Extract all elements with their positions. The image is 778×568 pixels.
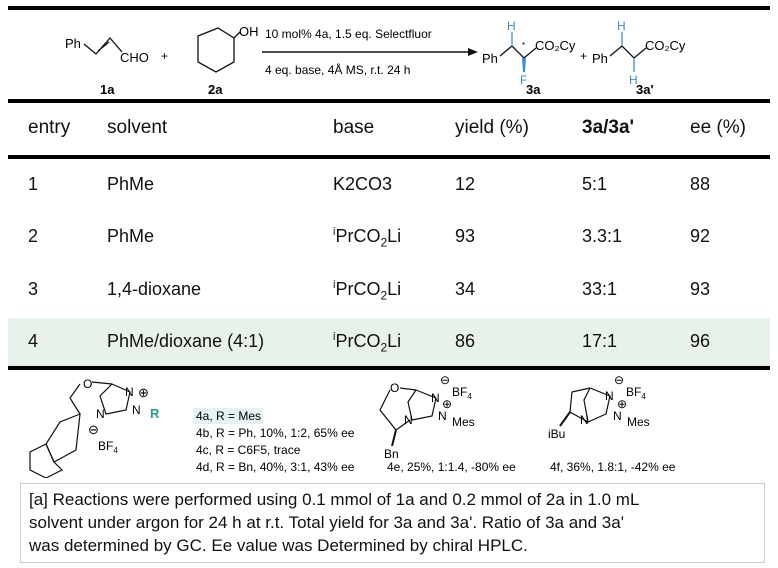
catalyst-4f: 4f, 36%, 1.8:1, -42% ee bbox=[550, 460, 676, 474]
svg-text:N: N bbox=[438, 409, 447, 423]
svg-text:CO₂Cy: CO₂Cy bbox=[645, 38, 686, 53]
svg-text:⊖: ⊖ bbox=[88, 422, 99, 437]
cell-ratio: 5:1 bbox=[582, 174, 608, 194]
cell-yield: 86 bbox=[455, 331, 476, 351]
svg-text:N: N bbox=[96, 407, 105, 421]
svg-text:BF4: BF4 bbox=[98, 439, 118, 455]
cell-ee: 92 bbox=[690, 226, 711, 246]
cell-solvent: PhMe bbox=[107, 226, 155, 246]
svg-text:⊕: ⊕ bbox=[617, 397, 627, 411]
cell-base: iPrCO2Li bbox=[333, 331, 402, 355]
svg-text:CO₂Cy: CO₂Cy bbox=[535, 38, 576, 53]
label-3a: 3a bbox=[526, 82, 541, 97]
svg-text:⊕: ⊕ bbox=[442, 397, 452, 411]
cell-yield: 12 bbox=[455, 174, 476, 194]
svg-text:OH: OH bbox=[239, 24, 259, 39]
cell-entry: 1 bbox=[28, 174, 39, 194]
svg-text:N: N bbox=[580, 413, 589, 427]
cell-base: iPrCO2Li bbox=[333, 279, 402, 303]
svg-text:O: O bbox=[390, 381, 399, 395]
scheme-rule bbox=[8, 99, 770, 103]
svg-text:N: N bbox=[125, 385, 134, 399]
highlight-row-background bbox=[8, 318, 770, 366]
label-1a: 1a bbox=[100, 82, 115, 97]
svg-text:BF4: BF4 bbox=[452, 385, 472, 401]
top-rule bbox=[8, 6, 770, 10]
label-2a: 2a bbox=[208, 82, 223, 97]
cell-ee: 93 bbox=[690, 279, 711, 299]
svg-text:⊖: ⊖ bbox=[440, 373, 450, 387]
svg-text:O: O bbox=[83, 377, 92, 391]
svg-text:H: H bbox=[617, 19, 626, 33]
svg-text:BF4: BF4 bbox=[626, 385, 646, 401]
cell-ratio: 33:1 bbox=[582, 279, 618, 299]
header-rule bbox=[8, 155, 770, 159]
footnote: [a] Reactions were performed using 0.1 m… bbox=[20, 483, 765, 563]
svg-text:F: F bbox=[520, 73, 527, 87]
svg-text:Ph: Ph bbox=[592, 51, 608, 66]
cell-entry: 3 bbox=[28, 279, 39, 299]
header-solvent: solvent bbox=[107, 117, 168, 138]
label-3a-prime: 3a' bbox=[636, 82, 654, 97]
header-base: base bbox=[333, 117, 375, 138]
svg-text:Mes: Mes bbox=[452, 415, 475, 429]
header-ee: ee (%) bbox=[690, 117, 746, 138]
svg-text:Ph: Ph bbox=[65, 36, 81, 51]
header-entry: entry bbox=[28, 117, 71, 138]
header-yield: yield (%) bbox=[455, 117, 529, 138]
cell-entry: 4 bbox=[28, 331, 39, 351]
cell-base: iPrCO2Li bbox=[333, 226, 402, 250]
svg-text:iBu: iBu bbox=[548, 427, 565, 441]
footnote-line-3: was determined by GC. Ee value was Deter… bbox=[29, 536, 528, 555]
cell-ee: 88 bbox=[690, 174, 711, 194]
svg-text:Bn: Bn bbox=[384, 447, 399, 461]
reaction-scheme: Ph CHO 1a + OH 2a 10 mol% 4a, 1.5 eq. Se… bbox=[65, 19, 686, 97]
svg-text:N: N bbox=[431, 391, 440, 405]
svg-text:+: + bbox=[580, 49, 587, 63]
conditions-top: 10 mol% 4a, 1.5 eq. Selectfluor bbox=[265, 27, 432, 41]
svg-text:N: N bbox=[132, 403, 141, 417]
cell-solvent: PhMe bbox=[107, 174, 155, 194]
catalyst-4c: 4c, R = C6F5, trace bbox=[196, 443, 301, 457]
catalyst-4b: 4b, R = Ph, 10%, 1:2, 65% ee bbox=[196, 426, 355, 440]
svg-text:H: H bbox=[629, 73, 638, 87]
svg-text:Mes: Mes bbox=[627, 415, 650, 429]
svg-text:+: + bbox=[161, 49, 168, 63]
cell-entry: 2 bbox=[28, 226, 39, 246]
svg-text:CHO: CHO bbox=[120, 50, 149, 65]
svg-text:N: N bbox=[613, 409, 622, 423]
cell-solvent: PhMe/dioxane (4:1) bbox=[107, 331, 265, 351]
catalyst-4a: 4a, R = Mes bbox=[196, 409, 261, 423]
cell-base: K2CO3 bbox=[333, 174, 393, 194]
cell-yield: 93 bbox=[455, 226, 476, 246]
svg-text:⊕: ⊕ bbox=[138, 385, 149, 400]
svg-text:R: R bbox=[150, 406, 160, 421]
footnote-line-1: [a] Reactions were performed using 0.1 m… bbox=[29, 490, 640, 509]
conditions-bottom: 4 eq. base, 4Å MS, r.t. 24 h bbox=[265, 62, 410, 77]
cell-yield: 34 bbox=[455, 279, 476, 299]
catalyst-structures: O N N N ⊕ R ⊖ BF4 4a, R = Mes 4b, R = Ph… bbox=[29, 373, 676, 478]
svg-text:⊖: ⊖ bbox=[614, 373, 624, 387]
catalyst-4d: 4d, R = Bn, 40%, 3:1, 43% ee bbox=[196, 460, 355, 474]
catalyst-4e: 4e, 25%, 1:1.4, -80% ee bbox=[387, 460, 516, 474]
svg-text:N: N bbox=[605, 389, 614, 403]
svg-text:H: H bbox=[507, 19, 516, 33]
header-ratio: 3a/3a' bbox=[582, 117, 635, 138]
cell-ratio: 17:1 bbox=[582, 331, 618, 351]
cell-solvent: 1,4-dioxane bbox=[107, 279, 202, 299]
svg-text:N: N bbox=[404, 413, 413, 427]
table-bottom-rule bbox=[8, 366, 770, 370]
footnote-line-2: solvent under argon for 24 h at r.t. Tot… bbox=[29, 513, 624, 532]
cell-ee: 96 bbox=[690, 331, 711, 351]
svg-text:Ph: Ph bbox=[482, 51, 498, 66]
cell-ratio: 3.3:1 bbox=[582, 226, 623, 246]
svg-text:*: * bbox=[522, 41, 525, 50]
